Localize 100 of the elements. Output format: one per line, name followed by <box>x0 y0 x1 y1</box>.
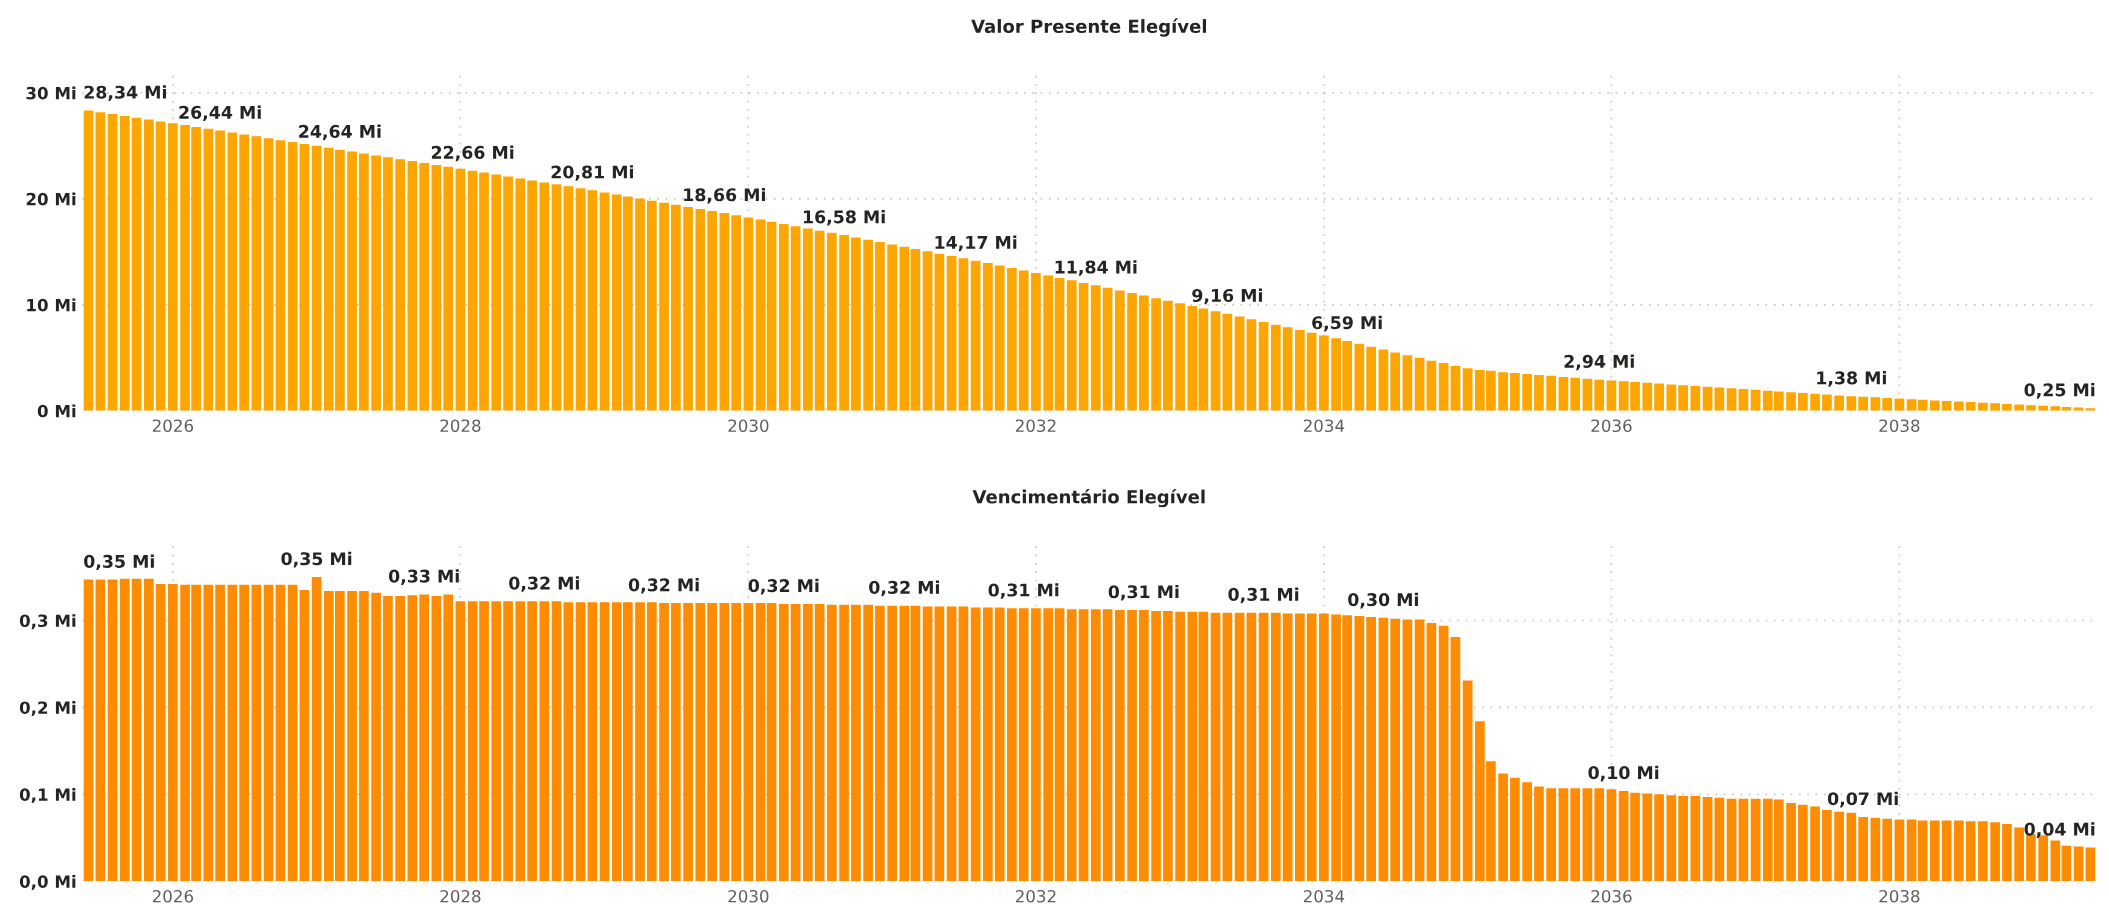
bar <box>683 603 693 882</box>
annotation: 0,31 Mi <box>1108 584 1179 601</box>
annotation: 9,16 Mi <box>1192 288 1262 305</box>
bar <box>755 603 766 882</box>
bar <box>1306 613 1317 882</box>
bar <box>539 601 550 882</box>
bar <box>1930 400 1940 411</box>
bar <box>1151 298 1161 411</box>
bar <box>1930 820 1940 882</box>
bar <box>1414 357 1425 411</box>
bar <box>1127 293 1137 411</box>
bar <box>1630 792 1640 882</box>
bar <box>1714 797 1725 882</box>
bar <box>778 603 789 882</box>
bar <box>503 176 513 411</box>
bar <box>1941 820 1952 882</box>
bar <box>1163 610 1173 882</box>
bar <box>1990 403 2000 411</box>
bar <box>2073 846 2084 882</box>
bar <box>131 578 142 882</box>
bar <box>1031 608 1041 882</box>
bar <box>2050 840 2061 882</box>
bar <box>1510 373 1520 411</box>
bar <box>491 174 502 411</box>
bar <box>922 606 933 882</box>
bar <box>1750 798 1761 882</box>
bar <box>1678 796 1688 882</box>
x-tick-label: 2038 <box>1879 419 1920 433</box>
x-tick-label: 2038 <box>1879 889 1920 903</box>
bar <box>1258 321 1269 411</box>
bar <box>215 584 225 882</box>
bar <box>899 246 910 411</box>
bar <box>1990 822 2000 882</box>
bar <box>1870 397 1881 411</box>
bar <box>1846 812 1857 882</box>
bar <box>1018 608 1029 882</box>
bar <box>1690 796 1701 882</box>
bar <box>1618 790 1629 882</box>
bar <box>983 607 993 882</box>
bar <box>1246 612 1257 882</box>
bar <box>1066 609 1077 882</box>
bar <box>1954 401 1964 411</box>
bar <box>719 603 730 882</box>
bar <box>1319 335 1329 411</box>
bar <box>1222 313 1233 411</box>
x-tick-label: 2034 <box>1303 419 1345 433</box>
bar <box>743 217 754 411</box>
bar <box>155 121 166 411</box>
bar <box>419 163 430 411</box>
bar <box>863 604 873 882</box>
bar <box>1738 389 1749 411</box>
annotation: 11,84 Mi <box>1055 260 1137 276</box>
bar <box>1690 385 1701 411</box>
bar <box>1102 609 1113 882</box>
bar <box>587 190 598 411</box>
bar <box>994 607 1005 882</box>
bar <box>1222 612 1233 882</box>
bar <box>1282 327 1293 411</box>
bar <box>1846 396 1857 411</box>
annotation: 18,66 Mi <box>684 187 765 204</box>
bar <box>910 605 921 882</box>
bar <box>227 584 238 882</box>
bar <box>1390 352 1401 411</box>
bar <box>1390 618 1401 882</box>
bar <box>1702 796 1713 882</box>
bar <box>1654 383 1664 411</box>
bar <box>766 603 777 882</box>
bar <box>1917 820 1928 882</box>
x-tick-label: 2026 <box>152 889 194 903</box>
bar <box>1666 795 1677 882</box>
bar <box>551 601 562 882</box>
bar <box>1534 374 1544 411</box>
bar <box>275 584 286 882</box>
bar <box>539 182 550 411</box>
bar <box>1426 360 1437 411</box>
annotation: 20,81 Mi <box>551 165 634 181</box>
bar <box>1606 789 1617 882</box>
annotation: 26,44 Mi <box>179 105 261 122</box>
bar <box>1834 811 1844 882</box>
chart-title: Vencimentário Elegível <box>972 488 1205 508</box>
bar <box>1606 380 1617 411</box>
bar <box>1090 285 1101 411</box>
bar <box>1714 387 1725 411</box>
bar <box>1354 343 1365 411</box>
bar <box>1450 636 1461 882</box>
bar <box>1319 613 1329 882</box>
bar <box>671 204 681 411</box>
bar <box>1450 366 1461 411</box>
bar <box>719 213 730 411</box>
bar <box>1786 392 1796 411</box>
bar <box>647 200 657 411</box>
bar <box>863 239 873 411</box>
y-tick-label: 0,1 Mi <box>19 788 76 804</box>
bar <box>1426 623 1437 882</box>
bar <box>635 602 645 882</box>
bar <box>1066 280 1077 411</box>
bar <box>1282 613 1293 882</box>
bar <box>1582 378 1593 411</box>
bar <box>107 579 118 882</box>
bar <box>1822 810 1832 882</box>
